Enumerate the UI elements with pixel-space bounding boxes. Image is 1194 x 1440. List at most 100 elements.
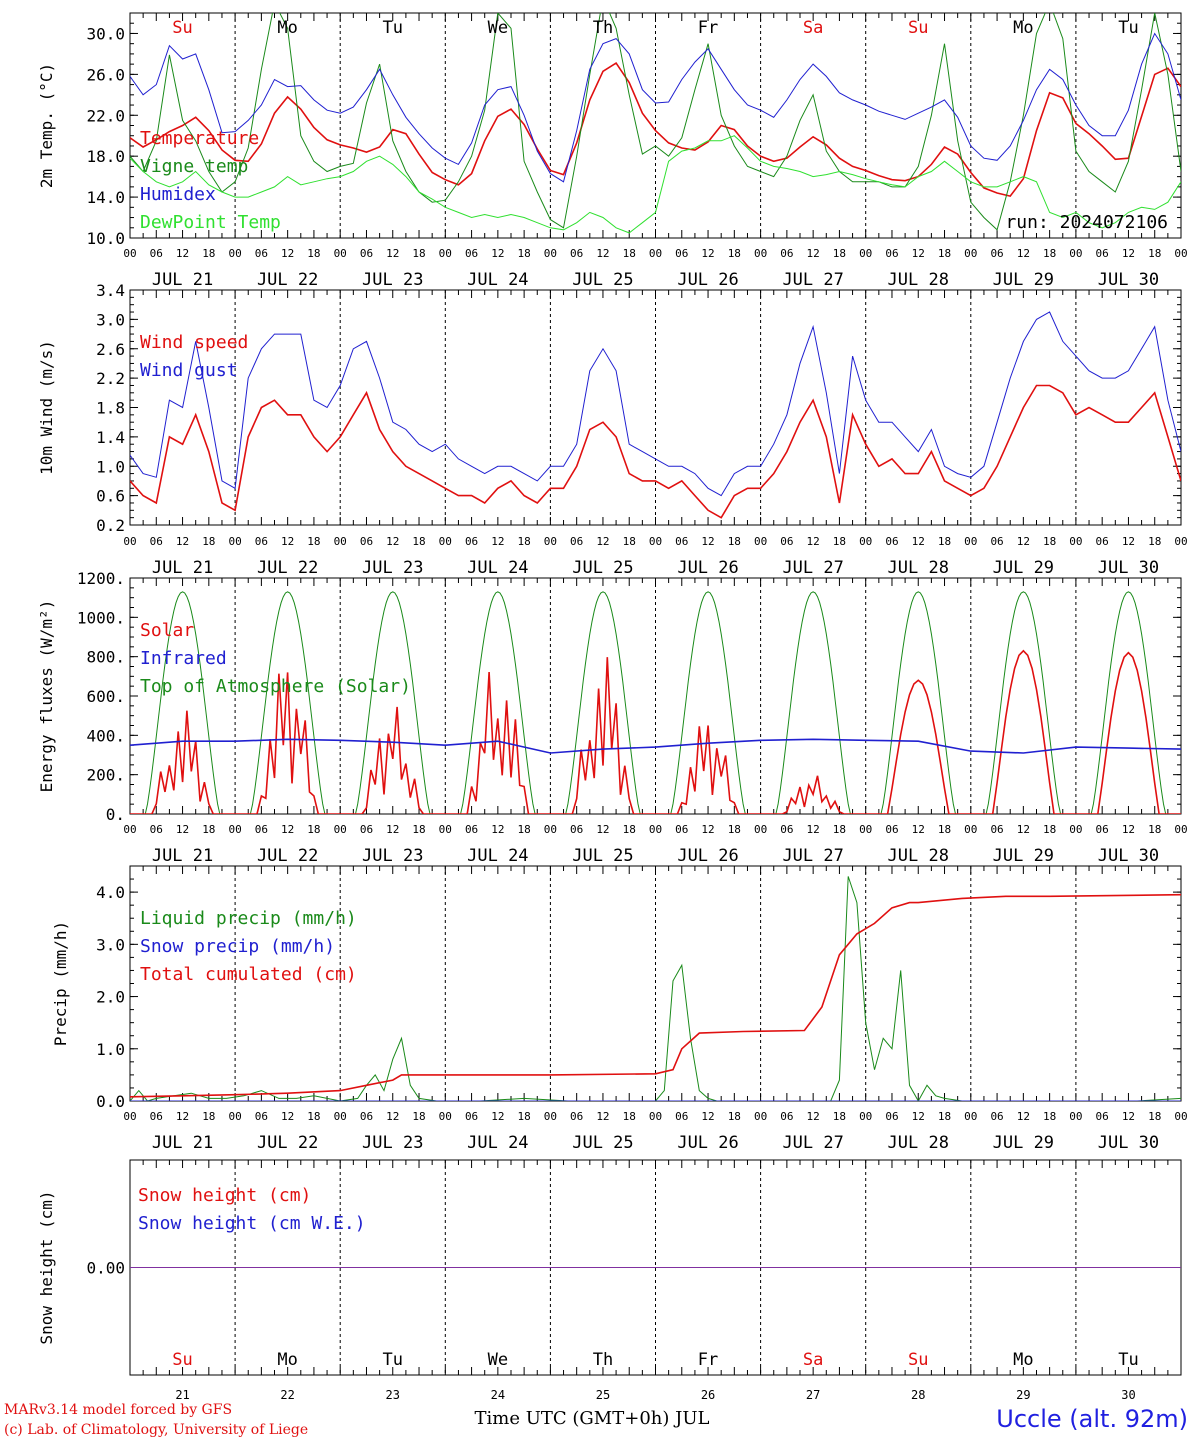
hour-tick-label: 12	[807, 247, 820, 260]
hour-tick-label: 00	[859, 247, 872, 260]
series-humidex	[130, 32, 1181, 183]
day-number: 26	[701, 1388, 715, 1402]
date-label: JUL 21	[152, 270, 213, 290]
hour-tick-label: 12	[1122, 535, 1135, 548]
series-wind-gust	[130, 311, 1181, 497]
hour-tick-label: 06	[885, 1110, 898, 1123]
day-name: Fr	[698, 1350, 718, 1370]
day-number: 29	[1016, 1388, 1030, 1402]
y-tick-label: 0.0	[96, 1092, 125, 1111]
panel-wind: 0.2 0.6 1.0 1.4 1.8 2.2 2.6 3.0 3.4 10m Wind (m/s…	[37, 281, 1188, 578]
day-number: 21	[175, 1388, 189, 1402]
hour-tick-label: 00	[649, 1110, 662, 1123]
hour-tick-label: 12	[176, 1110, 189, 1123]
y-tick-label: 2.6	[96, 340, 125, 359]
hour-tick-label: 12	[701, 535, 714, 548]
lab-credit: (c) Lab. of Climatology, University of L…	[4, 1422, 308, 1438]
hour-tick-label: 12	[807, 823, 820, 836]
hour-tick-label: 18	[1043, 247, 1056, 260]
y-tick-label: 1.0	[96, 1040, 125, 1059]
hour-tick-label: 00	[439, 247, 452, 260]
hour-tick-label: 06	[990, 823, 1003, 836]
legend-entry: Total cumulated (cm)	[140, 964, 357, 985]
hour-tick-label: 00	[334, 1110, 347, 1123]
hour-tick-label: 00	[544, 1110, 557, 1123]
day-number: 28	[911, 1388, 925, 1402]
hour-tick-label: 18	[623, 1110, 636, 1123]
hour-tick-label: 18	[728, 247, 741, 260]
hour-tick-label: 00	[1174, 823, 1187, 836]
hour-tick-label: 18	[728, 1110, 741, 1123]
legend-entry: Solar	[140, 620, 194, 641]
hour-tick-label: 12	[491, 823, 504, 836]
y-tick-label: 1.0	[96, 457, 125, 476]
day-name: We	[488, 1350, 508, 1370]
hour-tick-label: 06	[990, 1110, 1003, 1123]
hour-tick-label: 00	[123, 1110, 136, 1123]
model-credit: MARv3.14 model forced by GFS	[4, 1402, 232, 1418]
hour-tick-label: 00	[649, 535, 662, 548]
hour-tick-label: 18	[833, 247, 846, 260]
hour-tick-label: 18	[307, 823, 320, 836]
y-tick-label: 0.2	[96, 516, 125, 535]
hour-tick-label: 06	[1096, 247, 1109, 260]
hour-tick-label: 00	[544, 823, 557, 836]
day-name: Th	[593, 1350, 613, 1370]
legend-entry: Snow precip (mm/h)	[140, 936, 335, 957]
hour-tick-label: 18	[202, 1110, 215, 1123]
date-label: JUL 22	[257, 1133, 318, 1153]
series-wind-speed	[130, 384, 1181, 519]
date-label: JUL 23	[362, 846, 423, 866]
hour-tick-label: 18	[202, 823, 215, 836]
hour-tick-label: 06	[990, 247, 1003, 260]
date-label: JUL 27	[782, 846, 843, 866]
hour-tick-label: 12	[1017, 247, 1030, 260]
hour-tick-label: 18	[412, 823, 425, 836]
legend-entry: Top of Atmosphere (Solar)	[140, 676, 411, 697]
day-number: 23	[386, 1388, 400, 1402]
hour-tick-label: 00	[1174, 1110, 1187, 1123]
series-group	[130, 13, 1181, 234]
run-label: run: 2024072106	[1005, 212, 1168, 233]
hour-tick-label: 18	[938, 823, 951, 836]
hour-tick-label: 06	[150, 1110, 163, 1123]
hour-tick-label: 12	[386, 823, 399, 836]
y-axis-title: 10m Wind (m/s)	[37, 340, 56, 475]
date-label: JUL 24	[467, 1133, 528, 1153]
hour-tick-label: 12	[596, 823, 609, 836]
hour-tick-label: 18	[938, 535, 951, 548]
hour-tick-label: 06	[570, 823, 583, 836]
date-label: JUL 24	[467, 270, 528, 290]
panel-precip: 0.0 1.0 2.0 3.0 4.0 Precip (mm/h) 00 06 12 18 JUL …	[51, 865, 1188, 1153]
hour-tick-label: 06	[885, 823, 898, 836]
date-label: JUL 28	[888, 1133, 949, 1153]
hour-tick-label: 00	[754, 823, 767, 836]
day-name: Tu	[1118, 1350, 1138, 1370]
day-name: Tu	[383, 18, 403, 38]
hour-tick-label: 18	[1148, 535, 1161, 548]
hour-tick-label: 00	[228, 1110, 241, 1123]
date-label: JUL 29	[993, 270, 1054, 290]
series-vigne-temp	[130, 13, 1181, 231]
hour-tick-label: 00	[544, 535, 557, 548]
hour-tick-label: 12	[1122, 1110, 1135, 1123]
date-label: JUL 25	[572, 270, 633, 290]
legend-entry: Liquid precip (mm/h)	[140, 908, 357, 929]
hour-tick-label: 06	[465, 247, 478, 260]
hour-tick-label: 18	[412, 247, 425, 260]
day-name: Su	[908, 1350, 928, 1370]
hour-tick-label: 18	[623, 823, 636, 836]
hour-tick-label: 12	[176, 535, 189, 548]
day-name: Tu	[383, 1350, 403, 1370]
hour-tick-label: 06	[570, 1110, 583, 1123]
hour-tick-label: 06	[465, 823, 478, 836]
hour-tick-label: 12	[176, 823, 189, 836]
hour-tick-label: 00	[964, 1110, 977, 1123]
date-label: JUL 25	[572, 1133, 633, 1153]
hour-tick-label: 06	[885, 535, 898, 548]
date-label: JUL 21	[152, 846, 213, 866]
day-number: 27	[806, 1388, 820, 1402]
time-axis-label: Time UTC (GMT+0h) JUL	[475, 1408, 710, 1429]
day-number: 22	[280, 1388, 294, 1402]
hour-tick-label: 12	[912, 535, 925, 548]
